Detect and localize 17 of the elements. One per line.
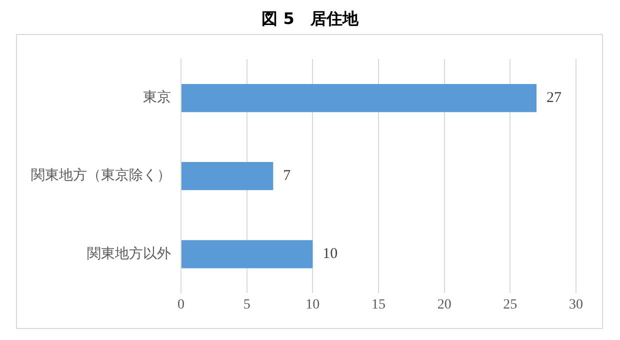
chart-title: 図 5 居住地 bbox=[260, 8, 360, 30]
x-tick-label: 10 bbox=[306, 297, 320, 312]
bar bbox=[182, 84, 536, 112]
x-tick-label: 0 bbox=[178, 297, 184, 312]
y-tick-label: 関東地方以外 bbox=[87, 246, 171, 262]
x-tick-label: 5 bbox=[243, 297, 250, 312]
x-tick-label: 20 bbox=[437, 297, 452, 312]
data-label: 10 bbox=[322, 246, 338, 262]
data-label: 7 bbox=[283, 168, 292, 184]
bar bbox=[182, 162, 274, 190]
x-tick-label: 15 bbox=[372, 297, 386, 312]
data-label: 27 bbox=[546, 90, 562, 106]
x-tick-label: 25 bbox=[503, 297, 518, 312]
x-tick-label: 30 bbox=[569, 297, 583, 312]
y-tick-label: 関東地方（東京除く） bbox=[31, 168, 171, 184]
y-tick-label: 東京 bbox=[143, 90, 171, 106]
bar bbox=[182, 240, 313, 268]
